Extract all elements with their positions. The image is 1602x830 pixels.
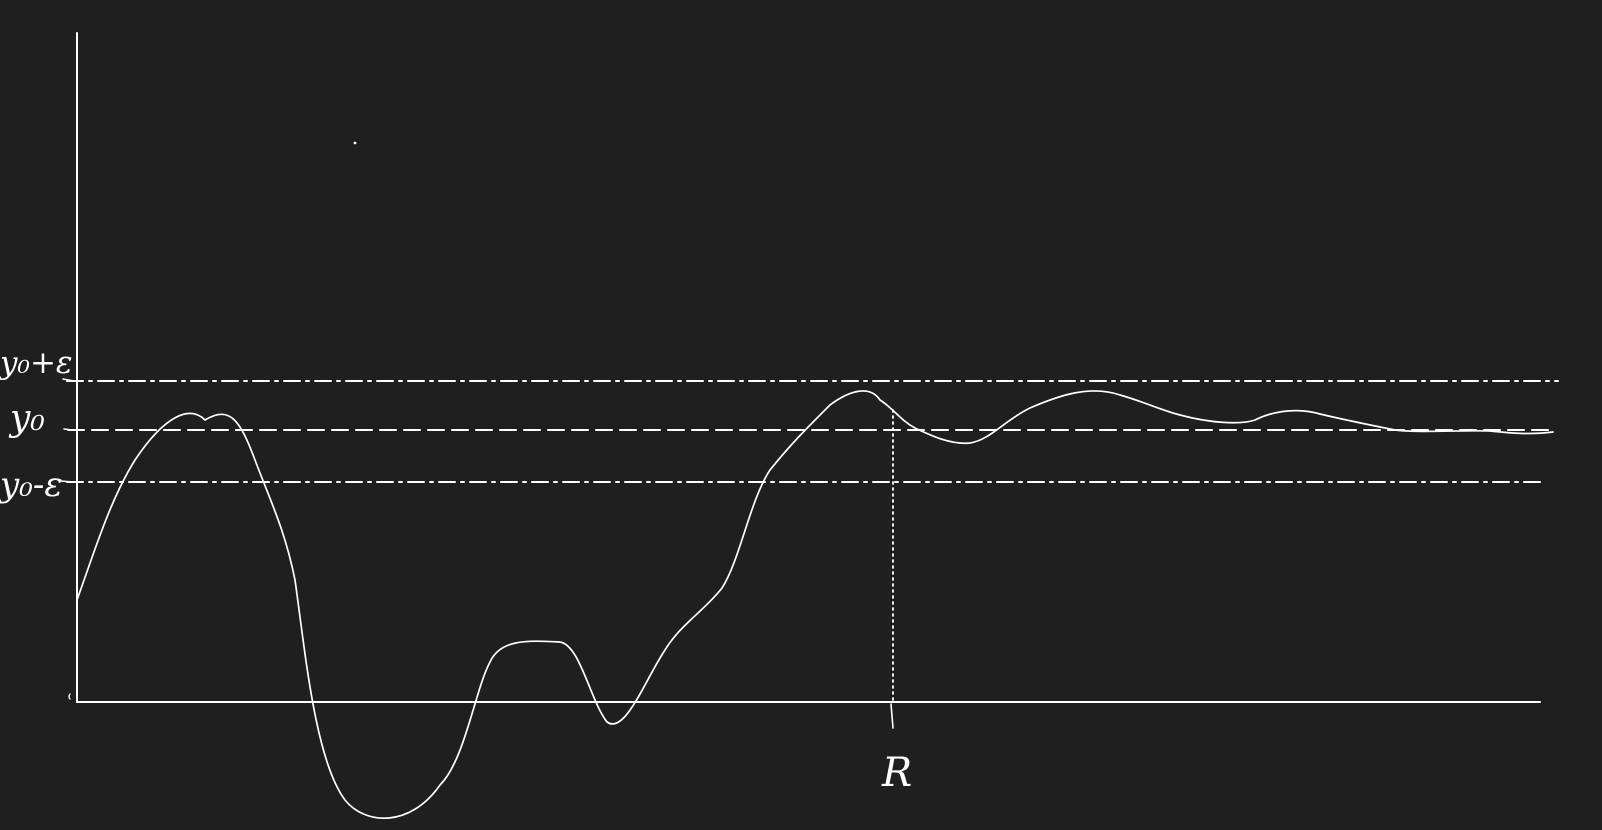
- tick-r-label: R: [881, 750, 912, 796]
- upper-band-label: y₀+ε: [0, 345, 73, 381]
- stray-dot: [353, 141, 357, 145]
- upper-band-label-tick: [62, 378, 75, 382]
- y-axis-labels: y₀+ε y₀ y₀-ε: [0, 345, 75, 505]
- reference-lines: [66, 380, 1559, 483]
- tick-r: R: [881, 409, 912, 796]
- lower-band-label-tick: [60, 480, 74, 483]
- origin-mark: [68, 693, 71, 700]
- axes: [68, 32, 1541, 703]
- target-level-label-tick: [63, 428, 73, 431]
- response-curve: [76, 390, 1554, 819]
- lower-band-label: y₀-ε: [0, 465, 63, 505]
- tick-r-mark: [890, 703, 894, 729]
- target-level-label: y₀: [8, 398, 45, 439]
